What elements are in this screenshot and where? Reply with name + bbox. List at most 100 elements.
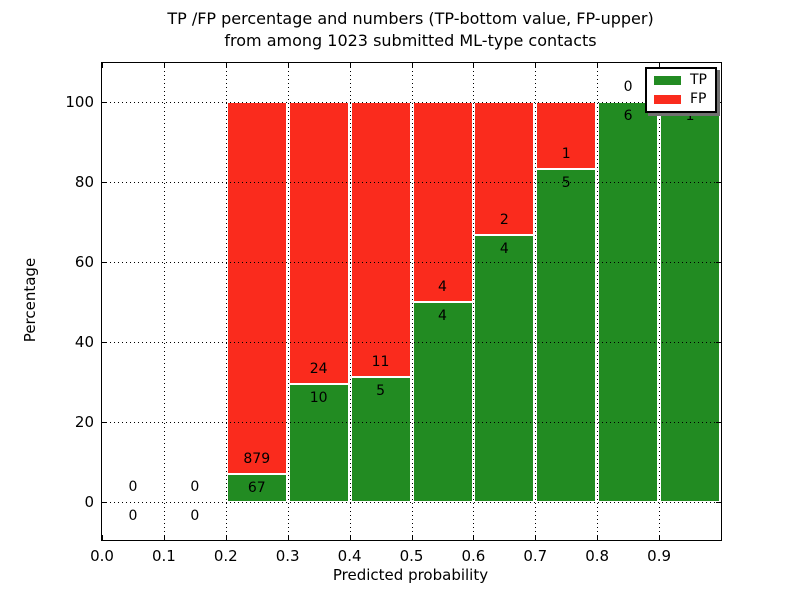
- legend-label-fp: FP: [690, 91, 707, 107]
- x-tick-label: 0.1: [151, 547, 176, 565]
- x-tick-mark: [287, 535, 289, 540]
- y-tick-mark: [102, 502, 107, 503]
- y-tick-mark: [102, 422, 107, 423]
- bar-segment-fp: [226, 102, 287, 474]
- v-gridline: [473, 63, 475, 540]
- x-tick-label: 0.6: [461, 547, 486, 565]
- y-tick-mark: [102, 262, 107, 263]
- tp-count-label: 5: [376, 383, 385, 399]
- bar-segment-fp: [474, 102, 535, 236]
- tp-count-label: 4: [437, 308, 447, 324]
- x-tick-label: 0.3: [275, 547, 300, 565]
- y-tick-label: 40: [74, 333, 94, 351]
- bar-segment-fp: [288, 102, 349, 385]
- fp-color-swatch: [654, 95, 681, 104]
- v-gridline: [535, 63, 537, 540]
- plot-area: 000087967241011544241506010.00.10.20.30.…: [65, 62, 722, 565]
- bar-segment-tp: [536, 168, 597, 502]
- v-gridline: [659, 63, 661, 540]
- bar-segment-fp: [412, 102, 473, 302]
- fp-count-label: 4: [437, 279, 447, 295]
- legend: TP FP: [645, 67, 717, 113]
- x-tick-mark: [597, 535, 599, 540]
- y-tick-label: 60: [74, 253, 94, 271]
- x-tick-mark-top: [411, 63, 413, 68]
- bar-segment-tp: [660, 102, 721, 502]
- legend-entry-tp: TP: [654, 72, 707, 88]
- tp-count-label: 67: [247, 479, 266, 496]
- y-tick-mark-right: [716, 342, 721, 343]
- y-axis-label: Percentage: [21, 257, 39, 343]
- x-tick-mark: [411, 535, 413, 540]
- x-tick-label: 0.7: [523, 547, 548, 565]
- fp-count-label: 0: [623, 79, 633, 95]
- tp-color-swatch: [654, 76, 681, 85]
- chart-title: TP /FP percentage and numbers (TP-bottom…: [101, 8, 720, 52]
- bar-segment-tp: [288, 384, 349, 502]
- x-tick-mark: [659, 535, 661, 540]
- y-tick-label: 100: [65, 93, 94, 111]
- x-tick-mark: [349, 535, 351, 540]
- bar-segment-tp: [598, 102, 659, 502]
- fp-count-label: 11: [371, 354, 390, 370]
- fp-count-label: 0: [128, 479, 138, 495]
- x-tick-mark: [225, 535, 227, 540]
- y-tick-mark-right: [716, 262, 721, 263]
- y-tick-label: 0: [84, 493, 94, 511]
- x-tick-label: 0.2: [213, 547, 238, 565]
- fp-count-label: 2: [499, 212, 509, 229]
- tp-count-label: 1: [685, 108, 695, 124]
- y-tick-mark-right: [716, 502, 721, 503]
- v-gridline: [163, 63, 165, 540]
- x-tick-mark: [102, 535, 103, 540]
- tp-count-label: 10: [309, 390, 328, 407]
- legend-entry-fp: FP: [654, 91, 707, 107]
- y-tick-mark: [102, 102, 107, 103]
- tp-count-label: 6: [623, 108, 633, 124]
- x-tick-mark: [535, 535, 537, 540]
- fp-count-label: 0: [190, 479, 200, 495]
- bar-segment-tp: [474, 235, 535, 502]
- chart-title-line1: TP /FP percentage and numbers (TP-bottom…: [167, 9, 654, 28]
- x-tick-mark-top: [102, 63, 103, 68]
- y-tick-label: 20: [74, 413, 94, 431]
- x-tick-mark-top: [659, 63, 661, 68]
- x-tick-label: 0.8: [585, 547, 610, 565]
- y-tick-mark-right: [716, 182, 721, 183]
- v-gridline: [597, 63, 599, 540]
- y-tick-mark-right: [716, 422, 721, 423]
- x-tick-label: 0.0: [90, 547, 114, 565]
- x-axis-label: Predicted probability: [332, 566, 489, 584]
- x-tick-mark-top: [349, 63, 351, 68]
- v-gridline: [411, 63, 413, 540]
- x-tick-label: 0.9: [647, 547, 672, 565]
- x-tick-label: 0.4: [337, 547, 362, 565]
- tp-count-label: 4: [499, 241, 509, 258]
- bar-segment-tp: [226, 473, 287, 502]
- v-gridline: [287, 63, 289, 540]
- y-tick-mark: [102, 342, 107, 343]
- bar-segment-tp: [350, 377, 411, 502]
- x-tick-mark: [473, 535, 475, 540]
- x-tick-mark-top: [163, 63, 165, 68]
- v-gridline: [349, 63, 351, 540]
- v-gridline: [225, 63, 227, 540]
- bar-segment-fp: [350, 102, 411, 377]
- legend-label-tp: TP: [690, 72, 707, 88]
- y-tick-label: 80: [74, 173, 94, 191]
- fp-count-label: 879: [243, 450, 271, 467]
- x-tick-mark-top: [225, 63, 227, 68]
- tp-count-label: 0: [128, 508, 138, 524]
- tp-count-label: 0: [190, 508, 200, 524]
- x-tick-mark-top: [287, 63, 289, 68]
- x-tick-mark-top: [473, 63, 475, 68]
- x-tick-mark-top: [535, 63, 537, 68]
- x-tick-mark: [163, 535, 165, 540]
- chart-title-line2: from among 1023 submitted ML-type contac…: [224, 31, 597, 50]
- fp-count-label: 1: [561, 145, 571, 162]
- x-tick-mark-top: [597, 63, 599, 68]
- x-tick-label: 0.5: [399, 547, 424, 565]
- fp-count-label: 24: [309, 361, 328, 378]
- y-tick-mark: [102, 182, 107, 183]
- tp-count-label: 5: [561, 174, 571, 191]
